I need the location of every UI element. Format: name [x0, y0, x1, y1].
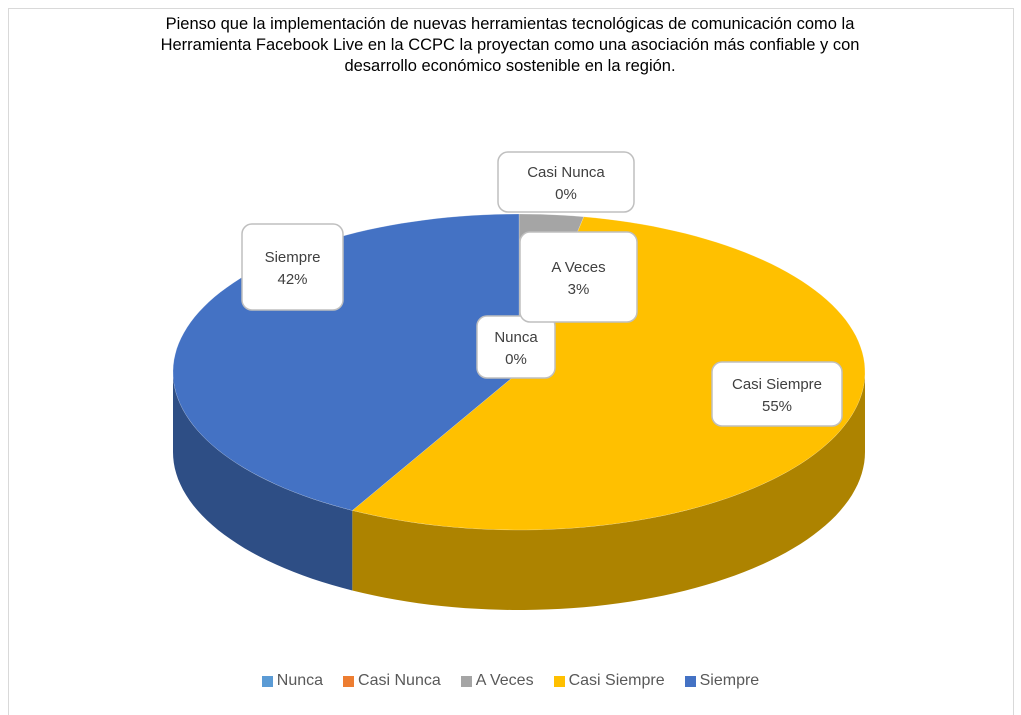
legend-swatch [553, 675, 565, 687]
data-label-name: Nunca [494, 329, 538, 346]
chart-border [8, 8, 1014, 715]
pie-slice [351, 216, 866, 531]
data-label-box [241, 223, 344, 311]
legend-swatch [261, 675, 273, 687]
data-label-value: 0% [505, 351, 527, 368]
data-label-name: Siempre [265, 249, 321, 266]
legend-swatch [460, 675, 472, 687]
data-label-value: 55% [762, 398, 792, 415]
legend-label: Casi Nunca [358, 672, 441, 689]
legend-item: Siempre [684, 672, 760, 690]
chart-title: Pienso que la implementación de nuevas h… [160, 15, 860, 75]
data-label-value: 0% [555, 186, 577, 203]
data-label-name: Casi Nunca [527, 164, 605, 181]
data-label-box [497, 151, 635, 213]
legend-item: A Veces [460, 672, 534, 690]
data-label-name: Casi Siempre [732, 376, 822, 393]
data-label-name: A Veces [551, 259, 605, 276]
legend-label: Nunca [276, 672, 324, 689]
legend-swatch [684, 675, 696, 687]
data-label-value: 42% [277, 271, 307, 288]
legend-label: Casi Siempre [568, 672, 665, 689]
data-label-box [711, 361, 843, 427]
data-label-box [519, 231, 638, 323]
legend-item: Nunca [261, 672, 324, 690]
legend: Nunca Casi Nunca A Veces Casi Siempre Siempr… [0, 672, 1021, 690]
legend-item: Casi Nunca [343, 672, 441, 690]
data-label-box [476, 315, 556, 379]
pie-side [352, 372, 865, 610]
data-label-value: 3% [568, 281, 590, 298]
legend-label: A Veces [475, 672, 534, 689]
legend-swatch [343, 675, 355, 687]
legend-label: Siempre [699, 672, 760, 689]
legend-item: Casi Siempre [553, 672, 665, 690]
pie-side [173, 372, 353, 591]
